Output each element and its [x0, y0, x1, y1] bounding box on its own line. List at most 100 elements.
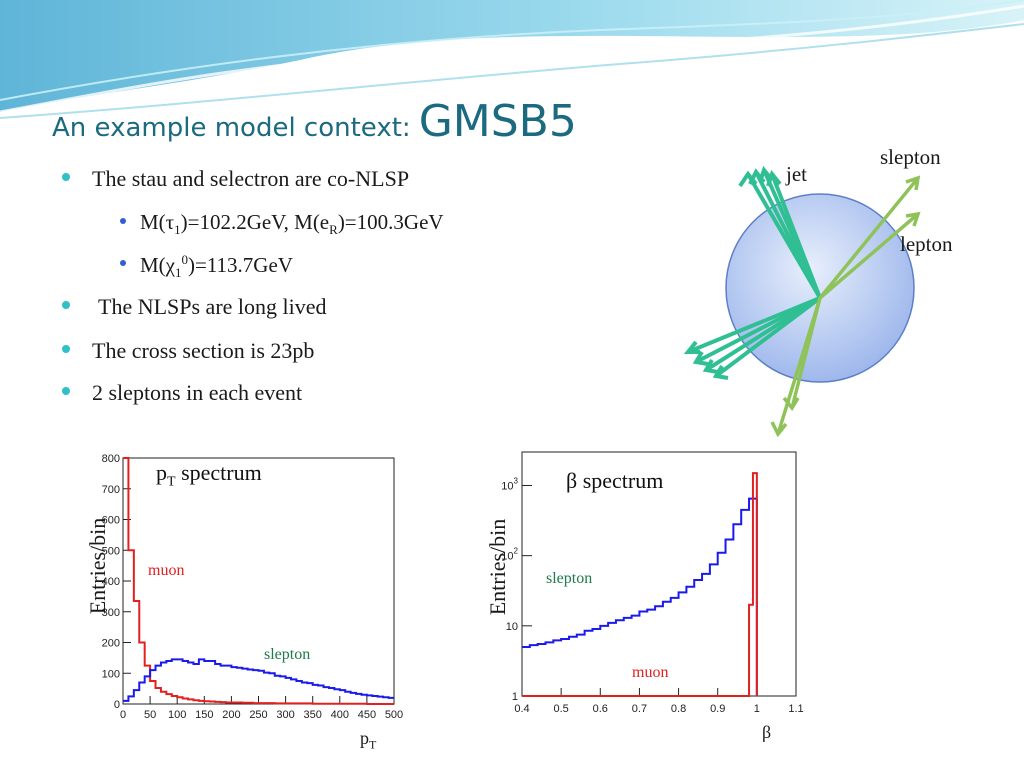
x-tick-label: 0.7	[632, 703, 647, 715]
arrowhead-icon	[770, 421, 788, 438]
jet-arrow	[770, 173, 822, 299]
title-prefix: An example model context:	[52, 113, 411, 143]
text-part: M(τ	[140, 210, 175, 234]
arrowhead-icon	[692, 350, 709, 366]
y-tick-label: 300	[102, 607, 120, 619]
page-title: An example model context: GMSB5	[52, 96, 577, 147]
arrowhead-icon	[702, 358, 719, 374]
x-axis-unit: pT	[360, 728, 376, 753]
text-part: )=113.7GeV	[188, 253, 293, 277]
bullet-dot-icon	[62, 387, 70, 395]
bullet-dot-icon	[120, 218, 126, 224]
bullet-item: 2 sleptons in each event	[62, 380, 302, 406]
sub-bullet-item: M(τ1)=102.2GeV, M(eR)=100.3GeV	[120, 210, 444, 238]
bullet-dot-icon	[120, 260, 126, 266]
x-tick-label: 0.5	[553, 703, 568, 715]
bullet-text: M(τ1)=102.2GeV, M(eR)=100.3GeV	[140, 210, 444, 238]
arrowhead-icon	[712, 364, 729, 380]
y-axis-label: Entries/bin	[85, 517, 110, 615]
bullet-text: The stau and selectron are co-NLSP	[92, 166, 410, 191]
plot-background	[97, 456, 402, 728]
label-slepton: slepton	[880, 145, 941, 169]
bullet-text: The cross section is 23pb	[92, 338, 315, 363]
arrowhead-icon	[905, 211, 921, 227]
y-tick-label: 0	[114, 699, 120, 711]
x-axis-unit: β	[762, 722, 772, 742]
x-tick-label: 0	[120, 709, 126, 721]
pt-histogram-svg: 0 100 200 300 400 500 600 700 800 0 50 100 150 200 250…	[97, 453, 403, 728]
label-jet: jet	[786, 162, 807, 186]
plot-title: pT spectrum	[156, 460, 262, 490]
jet-arrow	[687, 296, 821, 354]
x-tick-label: 0.6	[593, 703, 608, 715]
arrowhead-icon	[905, 175, 921, 191]
legend-slepton: slepton	[546, 570, 593, 587]
title-part: spectrum	[175, 460, 262, 485]
legend-slepton: slepton	[264, 646, 311, 663]
series-muon	[522, 472, 758, 697]
y-tick-label: 800	[102, 453, 120, 465]
x-tick-label: 150	[195, 709, 213, 721]
title-model: GMSB5	[418, 96, 577, 147]
y-tick-exponent: 3	[514, 476, 519, 485]
jet-arrow	[695, 296, 821, 364]
bullet-item: The stau and selectron are co-NLSP	[62, 166, 409, 192]
y-axis-label: Entries/bin	[485, 518, 510, 616]
jet-arrow	[714, 296, 822, 378]
bullet-text: 2 sleptons in each event	[92, 380, 303, 405]
bullet-dot-icon	[62, 301, 70, 309]
x-tick-label: 0.9	[710, 703, 725, 715]
subscript: 1	[174, 222, 181, 238]
lepton-arrows	[770, 175, 921, 438]
x-tick-label: 400	[331, 709, 349, 721]
header-wave-banner	[0, 0, 1024, 119]
arrowhead-icon	[683, 340, 700, 354]
y-tick-exponent: 2	[514, 547, 519, 556]
event-diagram-svg	[683, 165, 921, 438]
y-tick-label: 400	[102, 576, 120, 588]
x-tick-label: 100	[168, 709, 186, 721]
event-diagram: jet slepton lepton	[670, 140, 1024, 450]
bullet-text: M(χ10)=113.7GeV	[140, 252, 293, 281]
y-tick-label: 200	[102, 638, 120, 650]
y-tick-label: 500	[102, 545, 120, 557]
arrowhead-icon	[782, 396, 800, 412]
jet-arrows	[683, 165, 822, 380]
label-lepton: lepton	[900, 232, 953, 256]
pt-spectrum-plot: 0 100 200 300 400 500 600 700 800 0 50 100 150 200 250…	[66, 448, 406, 758]
detector-sphere	[725, 193, 915, 383]
lepton-arrow	[790, 297, 822, 409]
sub-bullet-item: M(χ10)=113.7GeV	[120, 252, 293, 281]
series-slepton	[123, 658, 394, 702]
slepton-arrow	[818, 176, 920, 300]
bullet-text: The NLSPs are long lived	[98, 294, 327, 319]
subscript: 1	[175, 265, 182, 281]
x-tick-label: 250	[249, 709, 267, 721]
y-tick-label: 1	[512, 691, 518, 703]
y-tick-label: 100	[102, 668, 120, 680]
legend-muon: muon	[148, 562, 185, 579]
text-part: )=100.3GeV	[337, 210, 444, 234]
text-part: M(χ	[140, 253, 175, 277]
unit-part: p	[360, 728, 369, 748]
x-tick-label: 450	[358, 709, 376, 721]
x-tick-label: 300	[276, 709, 294, 721]
x-tick-label: 200	[222, 709, 240, 721]
lepton-arrow	[818, 212, 920, 300]
bullet-item: The cross section is 23pb	[62, 338, 314, 364]
x-tick-label: 0.8	[671, 703, 686, 715]
subscript: R	[329, 222, 338, 238]
x-tick-label: 50	[144, 709, 156, 721]
x-tick-label: 1	[754, 703, 760, 715]
bullet-dot-icon	[62, 173, 70, 181]
y-tick-label: 600	[102, 515, 120, 527]
subscript: T	[167, 474, 176, 490]
y-tick-label: 700	[102, 484, 120, 496]
legend-muon: muon	[632, 664, 669, 681]
x-tick-label: 350	[304, 709, 322, 721]
x-tick-label: 1.1	[788, 703, 803, 715]
beta-spectrum-plot: 1 10 102 103 0.4 0.5 0.6 0.7 0.8 0.9 1 1.1 Entries/…	[470, 446, 810, 758]
x-tick-label: 500	[385, 709, 403, 721]
y-tick-label: 10	[506, 621, 518, 633]
